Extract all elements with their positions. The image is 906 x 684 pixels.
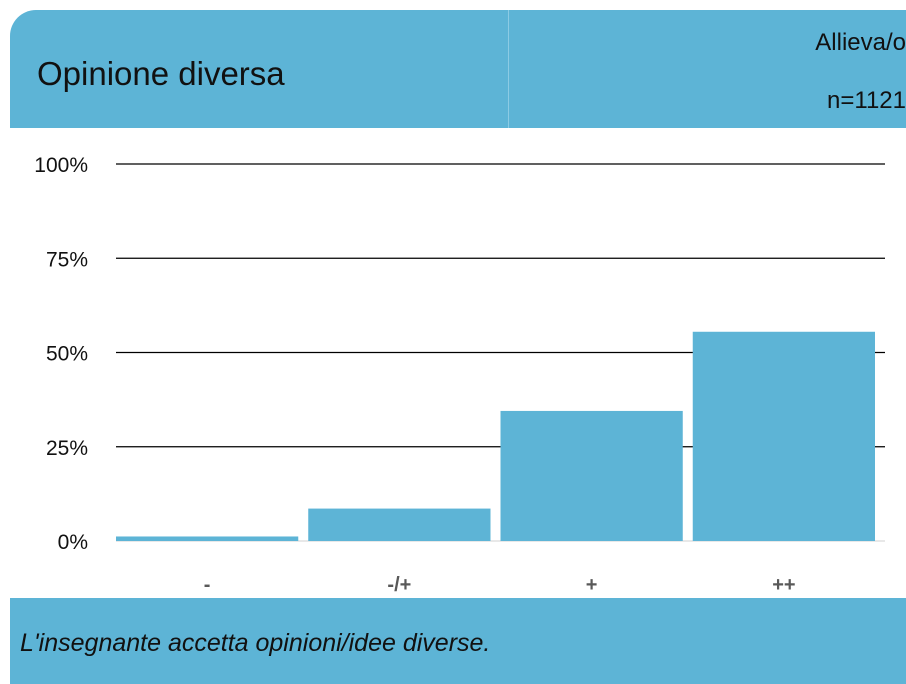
y-tick-label: 25% [46, 437, 88, 460]
x-tick-label: - [204, 574, 211, 596]
bar-2 [308, 508, 491, 541]
bars [116, 331, 875, 541]
bar-1 [116, 536, 299, 541]
y-tick-label: 0% [58, 531, 88, 554]
x-tick-label: + [586, 574, 598, 596]
plot-area: 0% 25% 50% 75% 100% - -/+ + ++ [10, 128, 906, 598]
chart-header: Opinione diversa Allieva/o n=1121 [10, 10, 906, 128]
chart-card: Opinione diversa Allieva/o n=1121 0% 25% 5… [10, 10, 906, 684]
bar-3 [500, 410, 683, 541]
y-axis-ticks: 0% 25% 50% 75% 100% [34, 154, 88, 554]
chart-footer: L'insegnante accetta opinioni/idee diver… [10, 598, 906, 684]
x-tick-label: ++ [772, 574, 795, 596]
x-tick-label: -/+ [387, 574, 411, 596]
header-divider [508, 10, 509, 128]
y-tick-label: 100% [34, 154, 88, 177]
y-tick-label: 75% [46, 248, 88, 271]
chart-title: Opinione diversa [37, 55, 285, 92]
bar-4 [692, 331, 875, 541]
question-caption: L'insegnante accetta opinioni/idee diver… [20, 629, 491, 657]
y-tick-label: 50% [46, 343, 88, 366]
x-axis-ticks: - -/+ + ++ [204, 574, 796, 596]
respondent-group-label: Allieva/o [815, 29, 906, 56]
bar-chart: 0%25%50%75%100% - -/+ + ++ [34, 154, 885, 596]
sample-size-label: n=1121 [827, 87, 906, 114]
